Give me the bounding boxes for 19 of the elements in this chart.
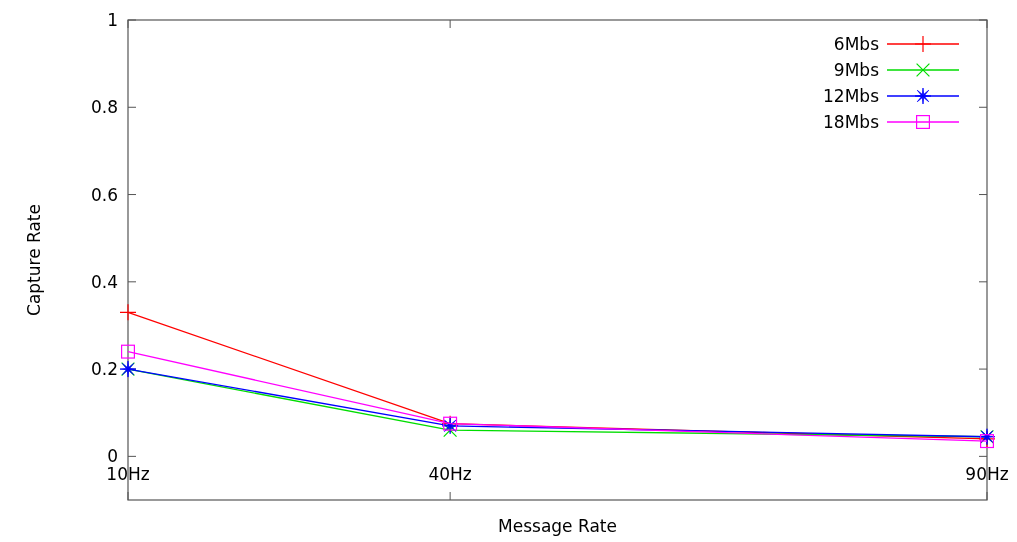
y-tick-label: 0 bbox=[107, 446, 118, 467]
y-axis-title: Capture Rate bbox=[24, 204, 44, 316]
legend-label: 6Mbs bbox=[833, 34, 880, 54]
legend-label: 12Mbs bbox=[823, 86, 880, 106]
point bbox=[980, 434, 994, 449]
x-axis-title: Message Rate bbox=[498, 516, 617, 536]
y-tick-label: 0.4 bbox=[90, 271, 118, 292]
x-tick-label: 10Hz bbox=[106, 464, 150, 485]
legend-label: 9Mbs bbox=[833, 60, 880, 80]
y-tick-label: 1 bbox=[107, 10, 118, 30]
legend-label: 18Mbs bbox=[823, 112, 880, 132]
point bbox=[121, 344, 135, 359]
x-tick-label: 40Hz bbox=[428, 464, 472, 485]
y-tick-label: 0.6 bbox=[90, 184, 118, 205]
y-tick-label: 0.8 bbox=[90, 97, 118, 118]
y-tick-label: 0.2 bbox=[90, 359, 118, 380]
point bbox=[119, 303, 137, 321]
x-tick-label: 90Hz bbox=[965, 464, 1009, 485]
point bbox=[443, 423, 458, 438]
